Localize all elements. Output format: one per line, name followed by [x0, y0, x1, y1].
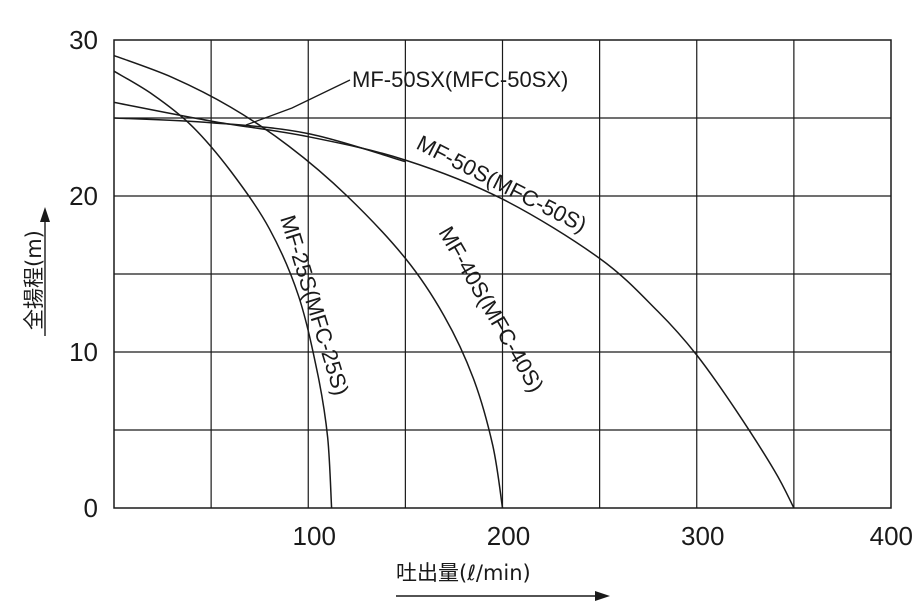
- series-line-3: [113, 117, 406, 163]
- series-line-1: [113, 54, 504, 509]
- x-tick-label: 100: [293, 521, 336, 551]
- y-tick-label: 0: [84, 493, 98, 523]
- x-tick-label: 400: [870, 521, 913, 551]
- series-line-0: [113, 70, 333, 509]
- series-label-mf-50sx-leader: [245, 79, 351, 126]
- x-tick-label: 300: [681, 521, 724, 551]
- y-axis-arrowhead: [40, 207, 50, 222]
- x-tick-label: 200: [487, 521, 530, 551]
- x-axis-arrowhead: [595, 591, 610, 601]
- y-axis-title: 全揚程(m): [22, 230, 46, 330]
- tick-labels: 0 10 20 30 100 200 300 400: [69, 25, 913, 551]
- grid: [114, 40, 891, 508]
- x-axis-title-group: 吐出量(ℓ/min): [396, 561, 610, 601]
- series-line-2: [113, 101, 795, 509]
- curves: [113, 54, 795, 509]
- y-tick-label: 30: [69, 25, 98, 55]
- y-axis-title-group: 全揚程(m): [22, 207, 50, 336]
- series-label-mf-50sx: MF-50SX(MFC-50SX): [352, 67, 568, 92]
- x-axis-title: 吐出量(ℓ/min): [396, 561, 531, 585]
- y-tick-label: 20: [69, 181, 98, 211]
- y-tick-label: 10: [69, 337, 98, 367]
